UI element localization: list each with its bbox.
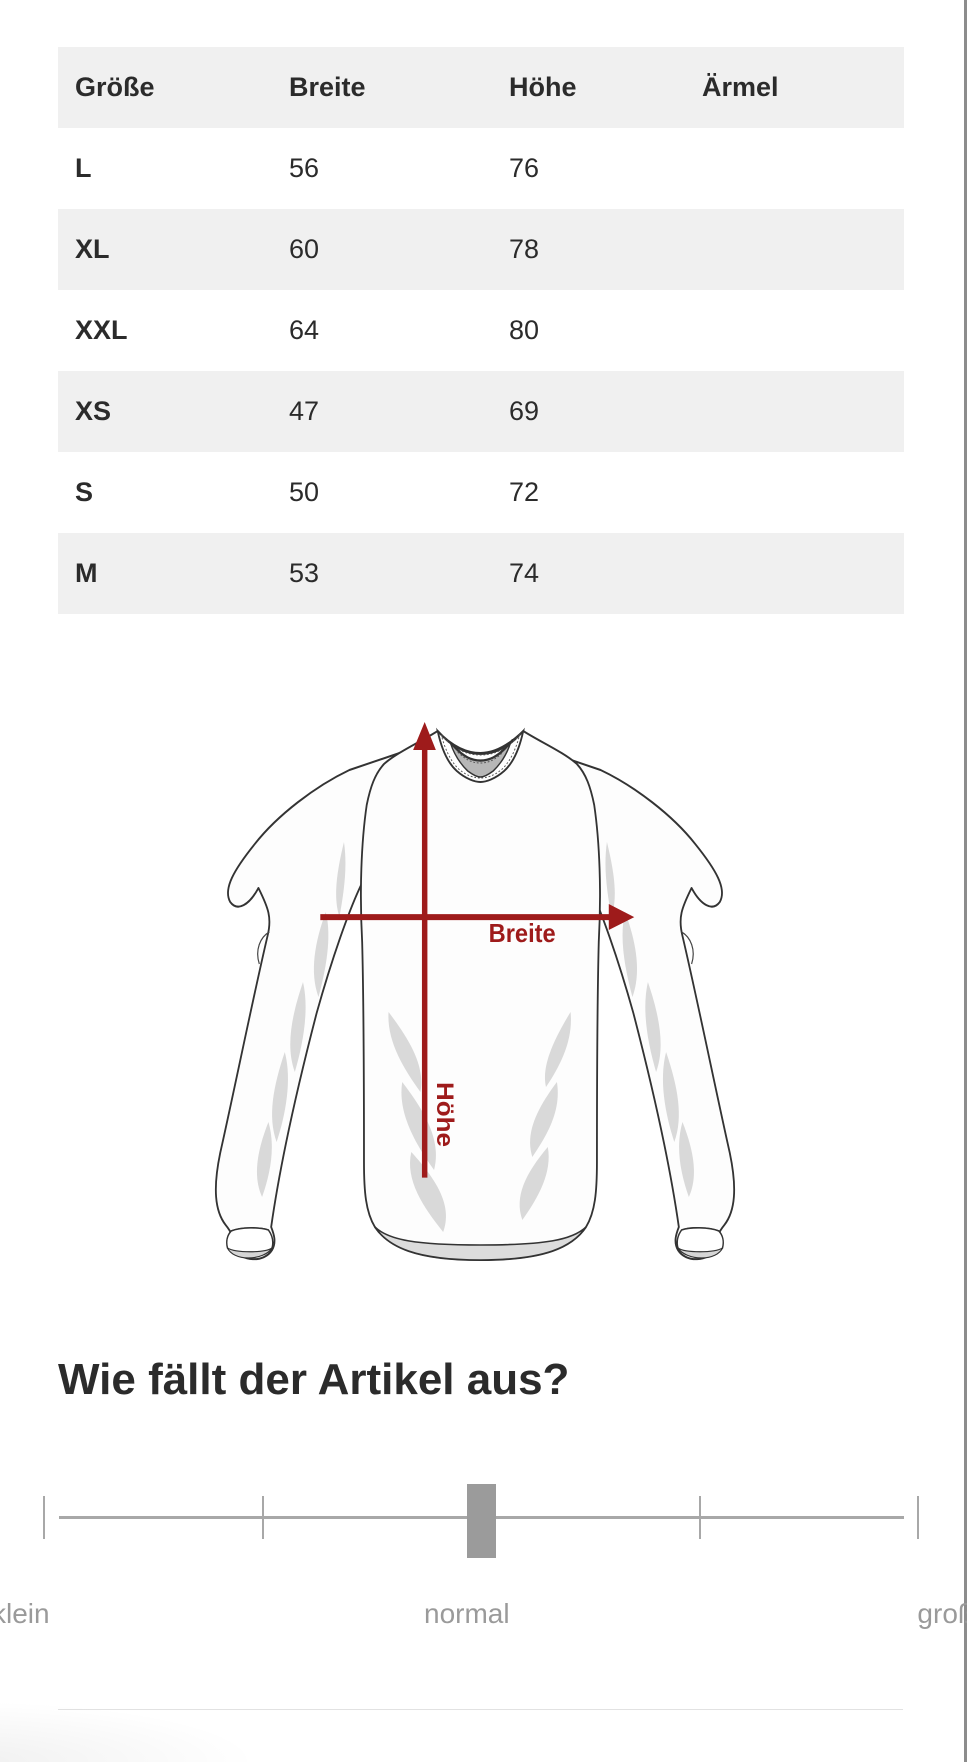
svg-text:Höhe: Höhe bbox=[431, 1082, 457, 1147]
svg-text:Breite: Breite bbox=[489, 920, 556, 948]
